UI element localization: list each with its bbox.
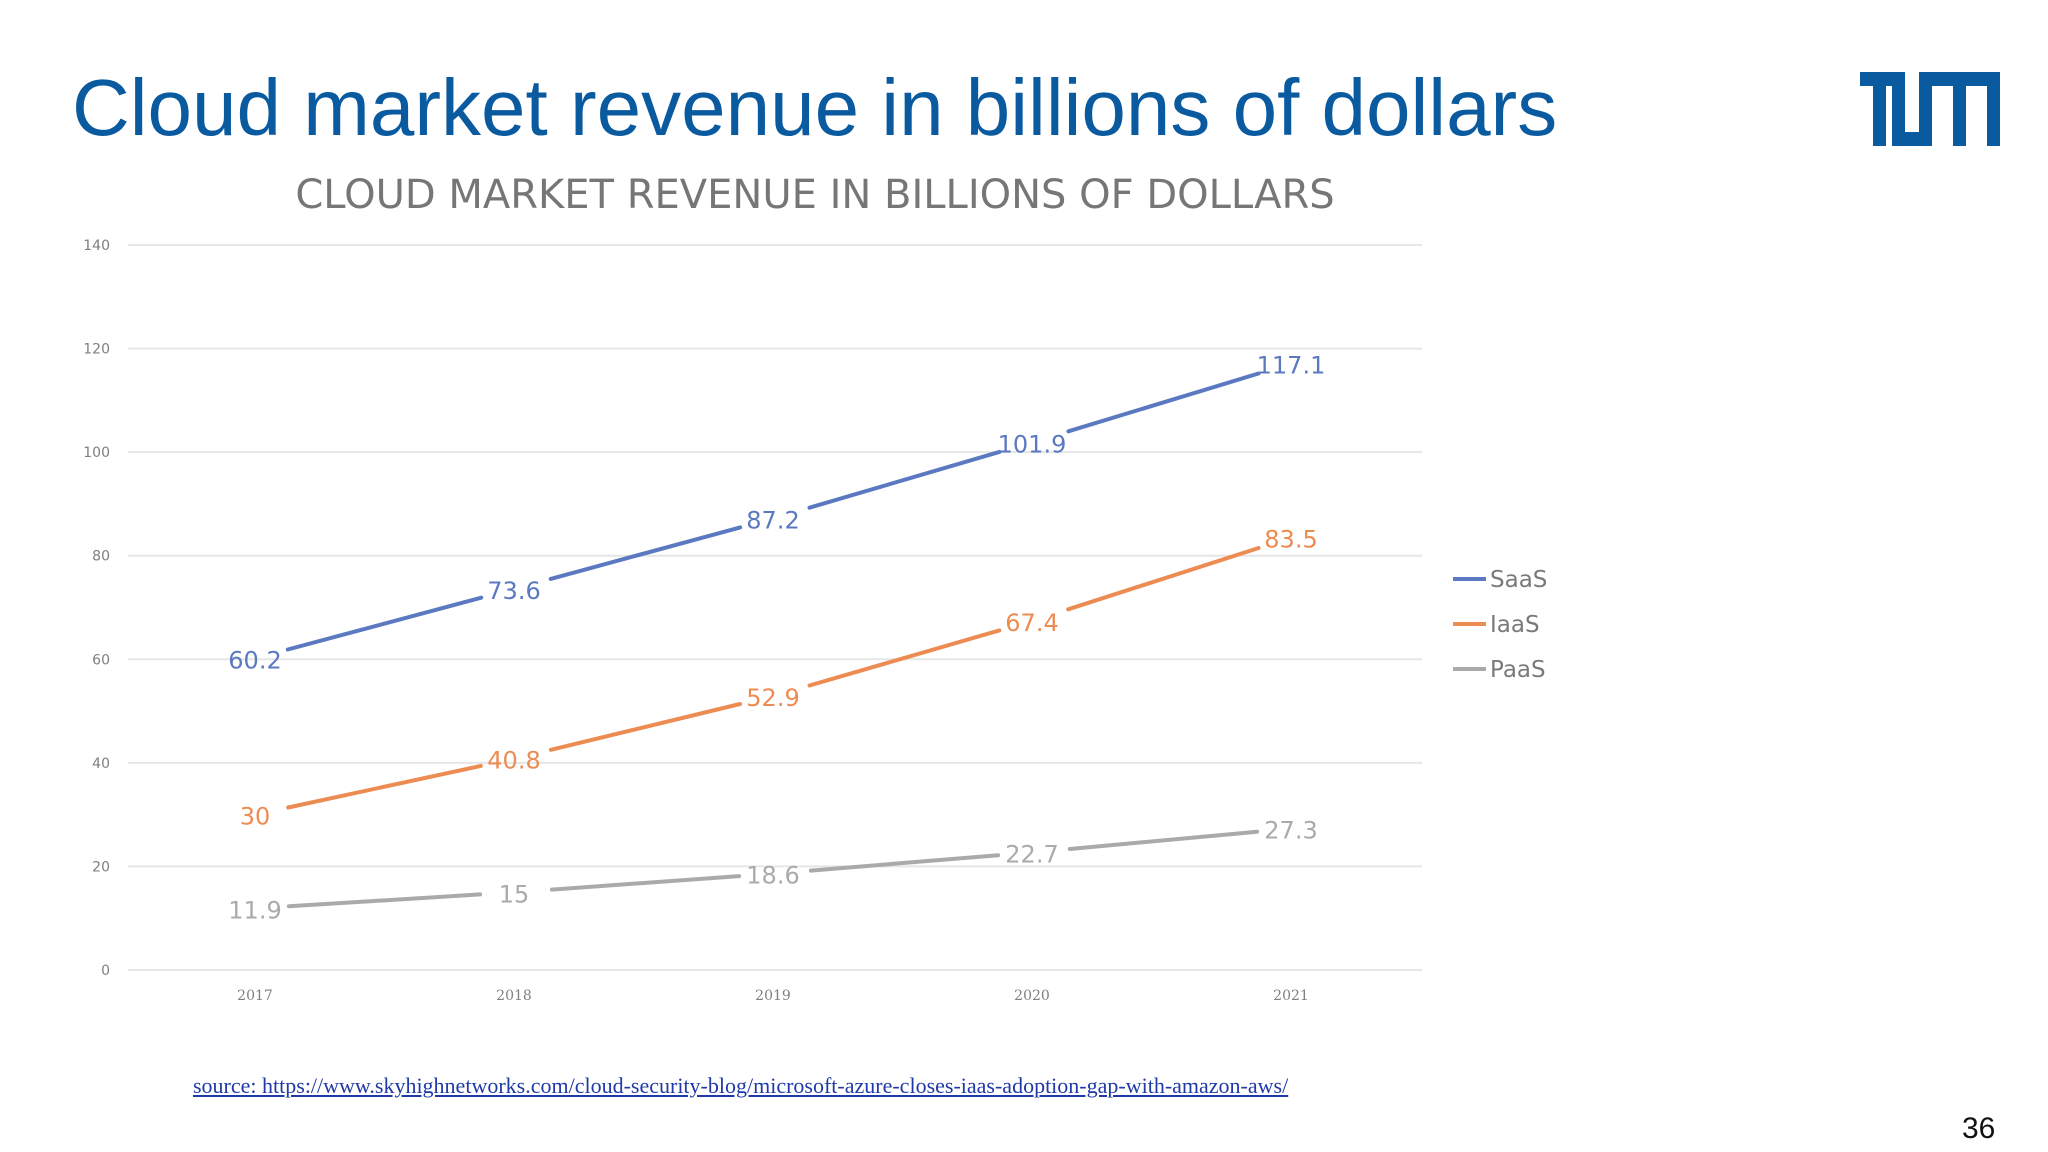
data-label: 30: [240, 803, 271, 831]
data-label: 60.2: [228, 646, 281, 674]
legend-item-saas: SaaS: [1453, 567, 1547, 593]
legend-item-iaas: IaaS: [1453, 612, 1540, 638]
series-saas: 60.2 73.6 87.2 101.9 117.1: [228, 352, 1325, 675]
x-tick-label: 2021: [1273, 988, 1309, 1004]
data-label: 67.4: [1005, 609, 1058, 637]
slide-title: Cloud market revenue in billions of doll…: [72, 63, 1558, 152]
series-paas: 11.9 15 18.6 22.7 27.3: [228, 817, 1317, 925]
legend-label: PaaS: [1490, 657, 1546, 683]
chart-gridlines: [128, 244, 1422, 971]
y-tick-label: 20: [92, 859, 110, 875]
data-label: 117.1: [1257, 352, 1326, 380]
y-tick-label: 100: [83, 445, 110, 461]
x-tick-label: 2017: [237, 988, 273, 1004]
y-tick-label: 80: [92, 549, 110, 565]
x-tick-label: 2018: [496, 988, 532, 1004]
data-label: 87.2: [746, 506, 799, 534]
data-label: 11.9: [228, 896, 281, 924]
y-tick-label: 0: [101, 963, 110, 979]
y-axis-ticks: 0 20 40 60 80 100 120 140: [83, 238, 110, 979]
data-label: 73.6: [487, 577, 540, 605]
data-label: 40.8: [487, 747, 540, 775]
source-link[interactable]: source: https://www.skyhighnetworks.com/…: [193, 1073, 1289, 1098]
legend-label: SaaS: [1490, 567, 1547, 593]
data-label: 18.6: [746, 862, 799, 890]
data-label: 22.7: [1005, 840, 1058, 868]
series-line: [285, 371, 1261, 652]
data-label: 101.9: [998, 430, 1067, 458]
data-label: 52.9: [746, 684, 799, 712]
tum-logo: [1860, 72, 2000, 151]
legend-item-paas: PaaS: [1453, 657, 1546, 683]
chart-legend: SaaS IaaS PaaS: [1453, 567, 1547, 683]
y-tick-label: 140: [83, 238, 110, 254]
chart-series: 60.2 73.6 87.2 101.9 117.1 30 40.8 52.9 67.4 83.5…: [228, 352, 1325, 925]
x-tick-label: 2019: [755, 988, 791, 1004]
page-number: 36: [1962, 1112, 1996, 1145]
x-tick-label: 2020: [1014, 988, 1050, 1004]
chart-title: CLOUD MARKET REVENUE IN BILLIONS OF DOLL…: [295, 172, 1334, 218]
data-label: 83.5: [1264, 526, 1317, 554]
y-tick-label: 60: [92, 652, 110, 668]
y-tick-label: 40: [92, 756, 110, 772]
series-line: [286, 829, 1260, 909]
tum-logo-graphic: [1860, 72, 2000, 146]
y-tick-label: 120: [83, 342, 110, 358]
series-line: [286, 546, 1261, 810]
legend-label: IaaS: [1490, 612, 1540, 638]
data-label: 27.3: [1264, 817, 1317, 845]
data-label: 15: [499, 880, 530, 908]
series-iaas: 30 40.8 52.9 67.4 83.5: [240, 526, 1318, 831]
x-axis-ticks: 2017 2018 2019 2020 2021: [237, 988, 1309, 1004]
